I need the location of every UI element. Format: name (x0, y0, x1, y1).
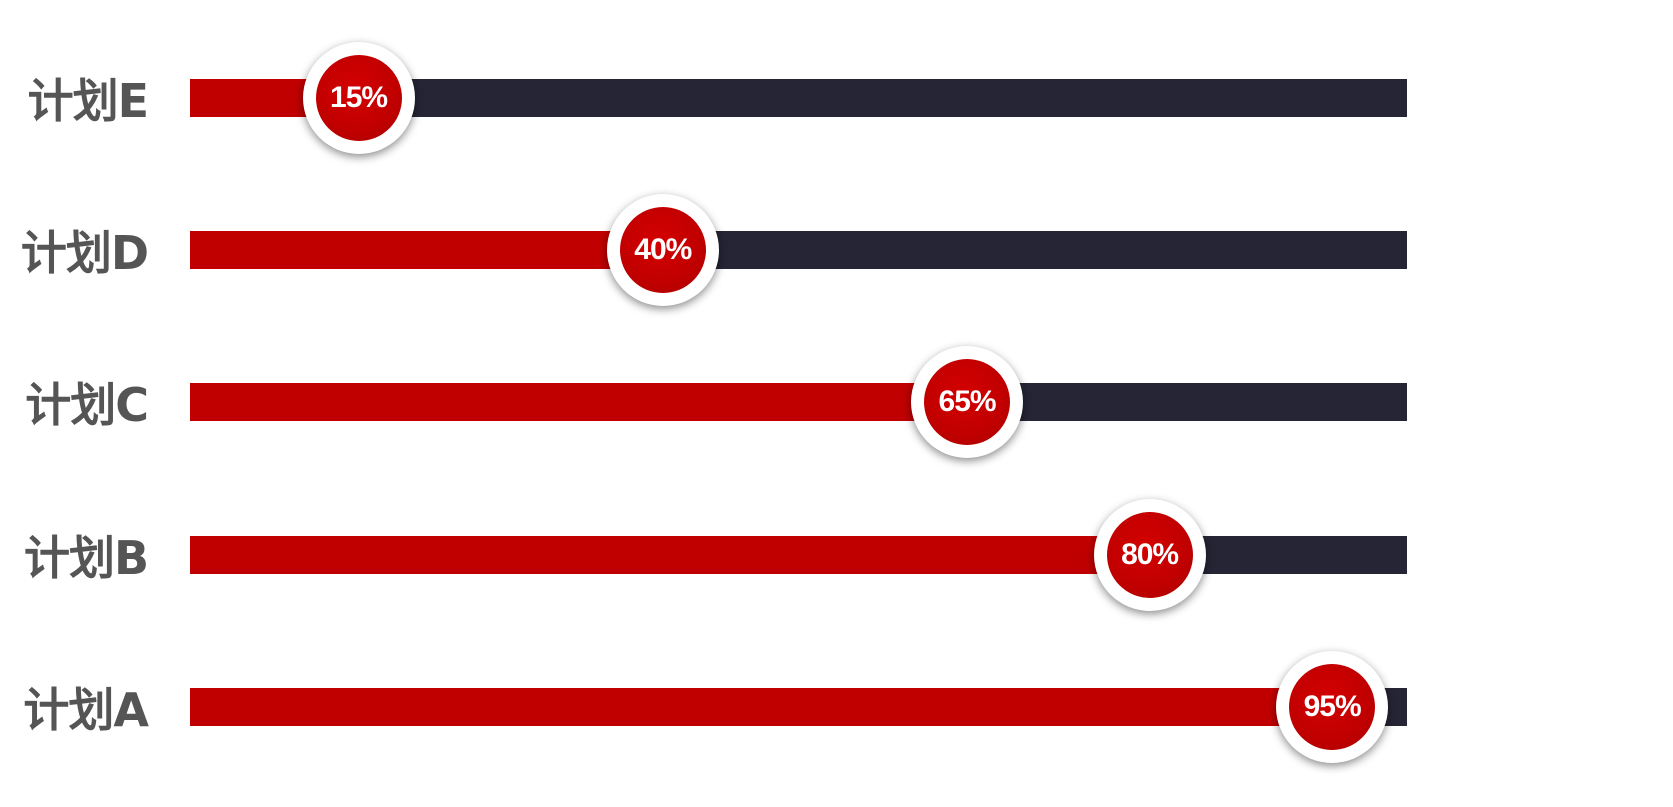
data-label: 15% (330, 81, 388, 114)
value-badge: 80% (1093, 499, 1206, 611)
value-badge-circle: 40% (619, 207, 706, 293)
data-label: 95% (1303, 690, 1362, 723)
bar-fill (190, 383, 982, 421)
data-label: 65% (938, 385, 997, 418)
value-badge: 65% (911, 346, 1024, 458)
value-badge: 15% (302, 42, 415, 154)
bar-row: 计划B 80% (0, 495, 1673, 615)
category-label: 计划A (23, 683, 149, 737)
bar-track: 80% (190, 499, 1407, 611)
bar-fill (190, 231, 677, 269)
bar-track: 95% (190, 651, 1407, 763)
value-badge-circle: 80% (1106, 512, 1193, 598)
category-label: 计划D (20, 226, 149, 280)
bar-fill (190, 688, 1347, 726)
bar-fill (190, 536, 1164, 574)
data-label: 40% (634, 233, 692, 266)
category-label: 计划E (27, 74, 149, 128)
value-badge-circle: 65% (924, 359, 1011, 445)
value-badge-circle: 15% (315, 55, 402, 141)
data-label: 80% (1121, 538, 1179, 571)
bar-track: 15% (190, 42, 1407, 154)
value-badge: 40% (606, 194, 719, 306)
category-label: 计划B (23, 531, 149, 585)
bar-row: 计划C 65% (0, 342, 1673, 462)
bar-track: 40% (190, 194, 1407, 306)
bar-row: 计划E 15% (0, 38, 1673, 158)
value-badge-circle: 95% (1289, 664, 1376, 750)
bar-track: 65% (190, 346, 1407, 458)
value-badge: 95% (1276, 651, 1389, 763)
bar-row: 计划A 95% (0, 647, 1673, 767)
category-label: 计划C (25, 378, 149, 432)
bar-row: 计划D 40% (0, 190, 1673, 310)
